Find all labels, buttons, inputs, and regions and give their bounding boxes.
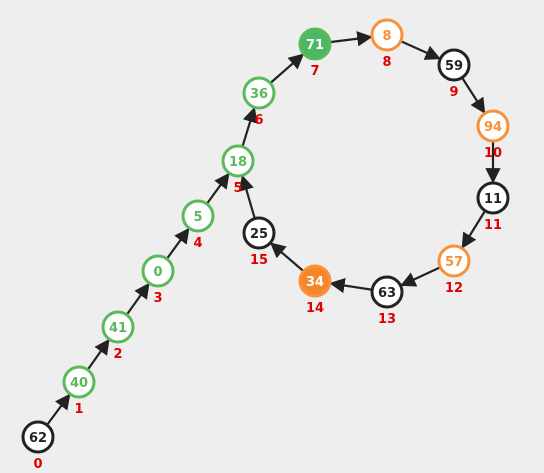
node-circle [141,254,175,288]
node-value: 63 [378,286,396,301]
edge-arrow-11-to-12 [461,210,487,249]
node-circle [370,18,404,52]
edge-arrow-5-to-6 [241,106,258,147]
node-value: 41 [109,321,127,336]
node-index-label: 15 [250,253,268,268]
list-node-5: 18 5 [221,144,255,196]
node-value: 18 [229,155,247,170]
node-index-label: 6 [254,113,263,128]
list-node-14: 34 14 [298,264,332,316]
node-index-label: 13 [378,312,396,327]
edge-arrow-4-to-5 [205,172,230,205]
edge-arrow-0-to-1 [46,393,71,426]
node-value: 8 [382,29,391,44]
node-value: 0 [153,265,162,280]
edge-arrow-3-to-4 [165,227,190,260]
node-circle [21,420,55,454]
node-value: 25 [250,227,268,242]
node-index-label: 14 [306,301,324,316]
edge-arrow-14-to-15 [269,242,305,273]
node-index-label: 12 [445,281,463,296]
edge-arrow-12-to-13 [400,266,441,287]
node-value: 40 [70,376,88,391]
list-node-9: 59 9 [437,48,471,100]
edge-arrow-8-to-9 [400,40,441,60]
node-index-label: 4 [193,236,202,251]
node-value: 71 [306,38,324,53]
node-index-label: 5 [233,181,242,196]
edge-arrow-1-to-2 [86,338,110,371]
list-node-11: 11 11 [476,181,510,233]
node-value: 94 [484,120,502,135]
edge-arrow-9-to-10 [461,77,486,114]
node-index-label: 0 [33,457,42,472]
list-node-12: 57 12 [437,244,471,296]
list-node-10: 94 10 [476,109,510,161]
node-index-label: 10 [484,146,502,161]
edge-arrow-13-to-14 [329,277,373,294]
list-node-3: 03 [141,254,175,306]
node-circle [242,76,276,110]
node-circle [62,365,96,399]
list-node-7: 71 7 [298,27,332,79]
list-node-0: 62 0 [21,420,55,472]
node-circle [221,144,255,178]
node-value: 62 [29,431,47,446]
node-value: 11 [484,192,502,207]
list-node-6: 36 6 [242,76,276,128]
node-index-label: 1 [74,402,83,417]
node-value: 59 [445,59,463,74]
list-node-4: 54 [181,199,215,251]
node-circle [476,109,510,143]
node-value: 36 [250,87,268,102]
edge-arrow-2-to-3 [125,282,150,316]
node-index-label: 8 [382,55,391,70]
node-index-label: 7 [310,64,319,79]
edge-arrow-7-to-8 [329,31,373,47]
node-value: 34 [306,275,324,290]
node-circle [298,264,332,298]
node-index-label: 11 [484,218,502,233]
node-index-label: 2 [113,347,122,362]
edge-arrow-15-to-5 [238,174,256,219]
node-circle [437,244,471,278]
node-circle [370,275,404,309]
node-value: 57 [445,255,463,270]
node-value: 5 [193,210,202,225]
list-node-15: 25 15 [242,216,276,268]
list-node-2: 41 2 [101,310,135,362]
node-circle [101,310,135,344]
node-circle [242,216,276,250]
list-node-1: 40 1 [62,365,96,417]
node-circle [298,27,332,61]
edges-layer [46,31,501,426]
node-circle [181,199,215,233]
node-index-label: 9 [449,85,458,100]
node-circle [476,181,510,215]
node-circle [437,48,471,82]
list-node-8: 88 [370,18,404,70]
node-index-label: 3 [153,291,162,306]
list-node-13: 63 13 [370,275,404,327]
edge-arrow-6-to-7 [269,53,305,84]
